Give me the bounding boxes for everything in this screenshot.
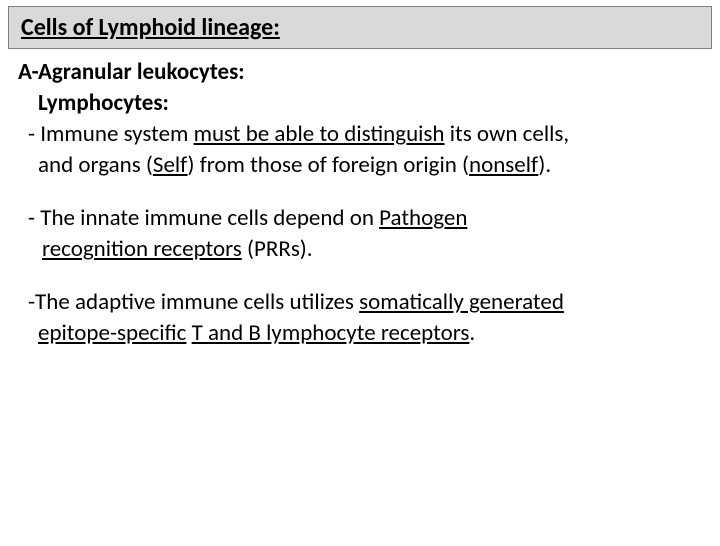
p2b-post: (PRRs).	[242, 235, 313, 263]
section-a-subheading: Lymphocytes:	[18, 88, 702, 119]
point-3: -The adaptive immune cells utilizes soma…	[18, 287, 702, 349]
slide: Cells of Lymphoid lineage: A-Agranular l…	[0, 6, 720, 546]
p1b-mid: ) from those of foreign origin (	[188, 151, 469, 179]
p1-pre: - Immune system	[28, 120, 194, 148]
section-a-heading: A-Agranular leukocytes:	[18, 57, 702, 88]
p3-a: The adaptive immune cells utilizes	[35, 288, 359, 316]
p3b-u2: T and B lymphocyte receptors	[192, 319, 470, 347]
point-2-line-1: - The innate immune cells depend on Path…	[18, 203, 702, 234]
point-1-line-2: and organs (Self) from those of foreign …	[18, 150, 702, 181]
p1b-self: Self	[153, 151, 188, 179]
p3-u1: somatically generated	[359, 288, 564, 316]
p3b-end: .	[469, 319, 475, 347]
point-2: - The innate immune cells depend on Path…	[18, 203, 702, 265]
p2b-u: recognition receptors	[42, 235, 242, 263]
point-3-line-1: -The adaptive immune cells utilizes soma…	[18, 287, 702, 318]
point-2-line-2: recognition receptors (PRRs).	[18, 234, 702, 265]
p3b-u: epitope-specific	[38, 319, 186, 347]
p1b-end: ).	[538, 151, 551, 179]
slide-title: Cells of Lymphoid lineage:	[21, 13, 280, 42]
p1b-nonself: nonself	[469, 151, 538, 179]
section-a: A-Agranular leukocytes: Lymphocytes: - I…	[18, 57, 702, 181]
point-1-line-1: - Immune system must be able to distingu…	[18, 119, 702, 150]
slide-content: A-Agranular leukocytes: Lymphocytes: - I…	[0, 49, 720, 349]
p1-underline: must be able to distinguish	[194, 120, 445, 148]
p1b-pre: and organs (	[38, 151, 153, 179]
p2-u1: Pathogen	[379, 204, 467, 232]
point-3-line-2: epitope-specific T and B lymphocyte rece…	[18, 318, 702, 349]
p1-post: its own cells,	[445, 120, 570, 148]
p2-pre: - The innate immune cells depend on	[28, 204, 379, 232]
p3-pre: -	[28, 288, 35, 316]
title-bar: Cells of Lymphoid lineage:	[8, 6, 712, 49]
